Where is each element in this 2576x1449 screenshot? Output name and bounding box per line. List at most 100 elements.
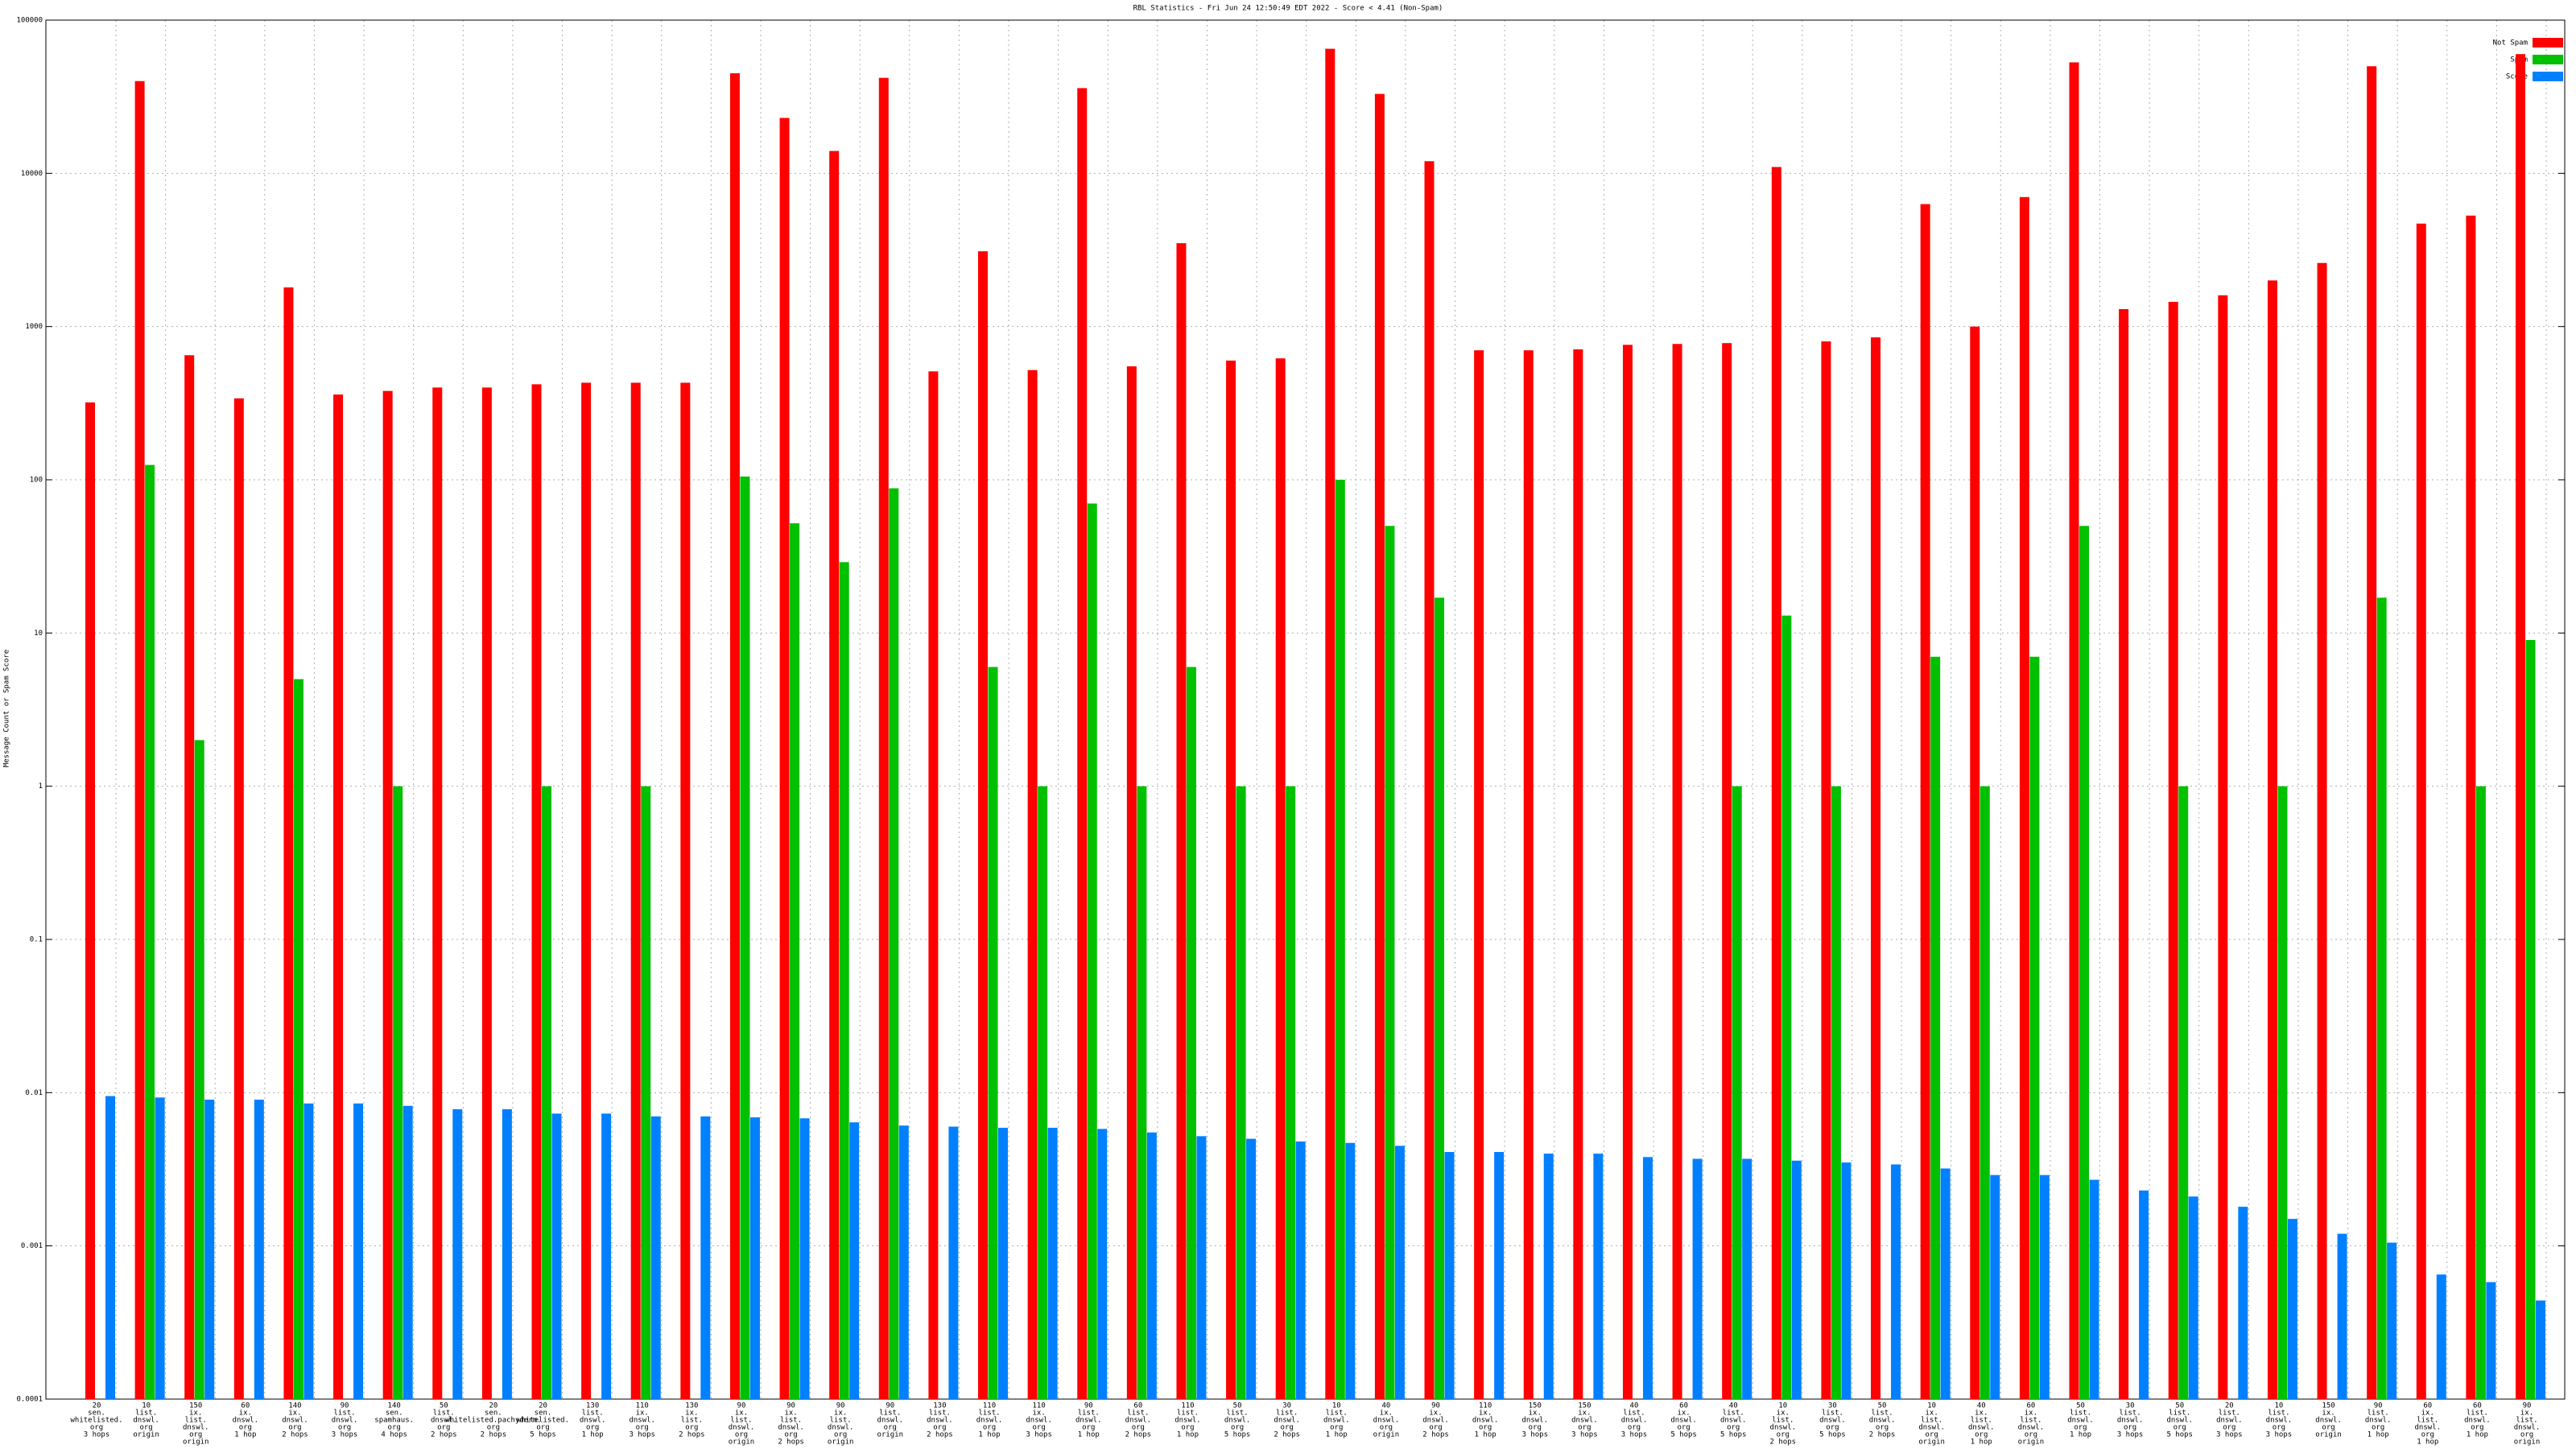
x-tick-label: 90 bbox=[886, 1402, 894, 1410]
bar bbox=[2019, 196, 2029, 1399]
bar bbox=[2416, 223, 2426, 1400]
x-tick-label: 2 hops bbox=[927, 1431, 953, 1439]
x-tick-label: 10 bbox=[142, 1402, 151, 1410]
x-tick-label: 1 hop bbox=[2070, 1431, 2091, 1439]
x-tick-label: 3 hops bbox=[1571, 1431, 1598, 1439]
bar bbox=[1394, 1146, 1405, 1399]
x-tick-label: dnswl. bbox=[1422, 1417, 1449, 1425]
x-tick-label: org bbox=[388, 1424, 401, 1432]
x-tick-label: 60 bbox=[2026, 1402, 2035, 1410]
bar bbox=[1325, 48, 1335, 1399]
bar bbox=[1781, 615, 1792, 1399]
x-tick-label: sen. bbox=[88, 1410, 105, 1418]
x-tick-label: list. bbox=[681, 1417, 703, 1425]
bar bbox=[700, 1116, 711, 1399]
x-tick-label: org bbox=[288, 1424, 301, 1432]
x-tick-label: origin bbox=[2514, 1439, 2541, 1447]
bar bbox=[2267, 280, 2277, 1400]
x-tick-label: 20 bbox=[2225, 1402, 2234, 1410]
x-tick-label: dnswl. bbox=[1621, 1417, 1648, 1425]
x-tick-label: list. bbox=[1227, 1410, 1249, 1418]
bar bbox=[2079, 526, 2089, 1399]
bar bbox=[1077, 88, 1088, 1399]
x-tick-label: dnswl. bbox=[1968, 1424, 1995, 1432]
bar bbox=[134, 80, 145, 1400]
x-tick-label: org bbox=[2074, 1424, 2087, 1432]
y-tick-label: 1000 bbox=[25, 323, 43, 331]
x-tick-label: 140 bbox=[288, 1402, 301, 1410]
bar bbox=[1940, 1168, 1951, 1399]
x-tick-label: 10 bbox=[1778, 1402, 1787, 1410]
x-tick-label: 1 hop bbox=[2467, 1431, 2488, 1439]
x-tick-label: 110 bbox=[1181, 1402, 1194, 1410]
x-tick-label: org bbox=[834, 1431, 847, 1439]
x-tick-label: org bbox=[1777, 1431, 1790, 1439]
x-tick-label: 110 bbox=[983, 1402, 996, 1410]
x-tick-label: 150 bbox=[1578, 1402, 1591, 1410]
bar bbox=[85, 402, 95, 1399]
x-tick-label: dnswl. bbox=[2365, 1417, 2392, 1425]
bar bbox=[779, 118, 790, 1399]
bar bbox=[749, 1117, 760, 1399]
x-tick-label: list. bbox=[1723, 1410, 1744, 1418]
x-tick-label: list. bbox=[2268, 1410, 2289, 1418]
x-tick-label: org bbox=[1479, 1424, 1492, 1432]
x-tick-label: ix. bbox=[1677, 1410, 1690, 1418]
x-tick-label: org bbox=[1082, 1424, 1095, 1432]
bar bbox=[204, 1100, 215, 1399]
x-tick-label: 40 bbox=[1630, 1402, 1639, 1410]
x-tick-label: origin bbox=[133, 1431, 159, 1439]
bar bbox=[542, 786, 552, 1399]
bar bbox=[2277, 786, 2288, 1399]
bar bbox=[1345, 1142, 1356, 1399]
bar bbox=[303, 1103, 314, 1399]
x-tick-label: dnswl. bbox=[1918, 1424, 1945, 1432]
x-tick-label: dnswl. bbox=[580, 1417, 606, 1425]
bar bbox=[1196, 1136, 1207, 1399]
x-tick-label: org bbox=[487, 1424, 500, 1432]
x-tick-label: dnswl. bbox=[1819, 1417, 1846, 1425]
bar bbox=[1385, 526, 1395, 1399]
bar bbox=[2287, 1219, 2297, 1399]
y-tick-label: 0.1 bbox=[30, 936, 43, 944]
bar bbox=[2029, 656, 2040, 1399]
x-tick-label: 2 hops bbox=[282, 1431, 308, 1439]
x-tick-label: 20 bbox=[489, 1402, 497, 1410]
x-tick-label: sen. bbox=[535, 1410, 552, 1418]
x-tick-label: 4 hops bbox=[381, 1431, 407, 1439]
x-tick-label: list. bbox=[2120, 1410, 2141, 1418]
x-tick-label: org bbox=[1231, 1424, 1244, 1432]
x-tick-label: 2 hops bbox=[1422, 1431, 1449, 1439]
bar bbox=[1047, 1127, 1058, 1399]
x-tick-label: sen. bbox=[485, 1410, 502, 1418]
bar bbox=[194, 740, 204, 1399]
x-tick-label: 60 bbox=[2423, 1402, 2432, 1410]
x-tick-label: dnswl. bbox=[2018, 1424, 2045, 1432]
bar bbox=[1226, 360, 1236, 1400]
bar bbox=[1275, 358, 1286, 1400]
bar bbox=[1841, 1162, 1852, 1399]
x-tick-label: 2 hops bbox=[431, 1431, 457, 1439]
x-tick-label: 10 bbox=[1927, 1402, 1936, 1410]
x-tick-label: dnswl. bbox=[332, 1417, 358, 1425]
y-tick-label: 10000 bbox=[21, 170, 43, 178]
bar bbox=[402, 1105, 413, 1399]
bar bbox=[1523, 350, 1534, 1399]
x-tick-label: dnswl. bbox=[2216, 1417, 2243, 1425]
bar bbox=[1871, 337, 1881, 1399]
x-tick-label: ix. bbox=[1777, 1410, 1790, 1418]
x-tick-label: 60 bbox=[1679, 1402, 1688, 1410]
x-tick-label: dnswl. bbox=[927, 1417, 953, 1425]
x-tick-label: org bbox=[189, 1431, 202, 1439]
x-tick-label: dnswl. bbox=[133, 1417, 159, 1425]
bar bbox=[2536, 1300, 2545, 1399]
x-tick-label: list. bbox=[185, 1417, 207, 1425]
x-tick-label: origin bbox=[729, 1439, 755, 1447]
bar bbox=[1593, 1154, 1604, 1399]
x-tick-label: list. bbox=[1772, 1417, 1794, 1425]
x-tick-label: list. bbox=[2516, 1417, 2537, 1425]
x-tick-label: 50 bbox=[440, 1402, 448, 1410]
x-tick-label: org bbox=[338, 1424, 351, 1432]
bar bbox=[928, 371, 939, 1399]
chart-title: RBL Statistics - Fri Jun 24 12:50:49 EDT… bbox=[1133, 5, 1443, 13]
